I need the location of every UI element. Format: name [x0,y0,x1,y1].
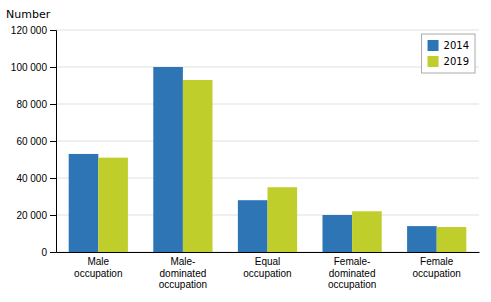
x-tick-label-line: Female- [334,256,371,267]
y-tick-label: 80 000 [16,99,47,110]
bar [437,227,467,252]
x-tick: Male-dominatedoccupation [159,252,207,290]
y-tick: 120 000 [11,25,56,36]
x-axis: MaleoccupationMale-dominatedoccupationEq… [57,252,480,290]
bar [268,187,298,252]
y-tick-label: 20 000 [16,210,47,221]
y-tick-label: 100 000 [11,62,48,73]
x-tick-label-line: Female [420,256,454,267]
bar-series [69,67,437,252]
y-tick: 60 000 [16,136,56,147]
x-tick-label-line: Male- [170,256,195,267]
x-tick-label: Male-dominatedoccupation [159,256,207,290]
x-tick: Equaloccupation [243,252,291,279]
y-tick-mark [50,178,56,179]
y-axis-line [50,31,57,253]
bar [98,158,128,252]
bars [69,67,467,252]
y-tick-mark [50,215,56,216]
y-tick-label: 0 [41,247,47,258]
grid-line [56,67,479,68]
x-tick: Femaleoccupation [413,252,461,279]
x-tick: Female-dominatedoccupation [328,252,376,290]
x-tick: Maleoccupation [74,252,122,279]
chart: 0 20 000 40 000 60 000 80 000 100 000 120 000 M… [0,0,491,302]
grid-line [56,30,479,31]
bar [352,211,382,252]
x-tick-label: Female-dominatedoccupation [328,256,376,290]
y-tick: 40 000 [16,173,56,184]
y-tick: 80 000 [16,99,56,110]
y-tick-mark [50,252,56,253]
y-tick-label: 40 000 [16,173,47,184]
x-tick-label-line: occupation [243,268,291,279]
legend-swatch [428,56,439,67]
x-tick-label-line: dominated [160,268,207,279]
y-axis-title: Number [6,8,51,21]
x-tick-label-line: Equal [255,256,281,267]
y-tick-mark [50,67,56,68]
y-tick-mark [50,141,56,142]
x-tick-label-line: occupation [328,279,376,290]
y-axis: 0 20 000 40 000 60 000 80 000 100 000 120 000 [11,25,57,258]
y-tick: 20 000 [16,210,56,221]
bar [183,80,213,252]
x-tick-label: Femaleoccupation [413,256,461,279]
legend-label: 2014 [444,40,469,51]
legend-item: 2014 [428,40,469,51]
plot: 0 20 000 40 000 60 000 80 000 100 000 120 000 M… [11,25,480,290]
x-tick-label-line: dominated [329,268,376,279]
x-tick-label: Maleoccupation [74,256,122,279]
x-tick-label-line: occupation [413,268,461,279]
legend: 2014 2019 [422,34,475,73]
grid [56,30,479,252]
x-axis-line [57,252,480,253]
bar [69,154,99,252]
legend-item: 2019 [428,56,469,67]
legend-swatch [428,40,439,51]
x-tick-label: Equaloccupation [243,256,291,279]
x-tick-label-line: occupation [74,268,122,279]
y-tick-mark [50,104,56,105]
legend-label: 2019 [444,56,469,67]
y-tick: 100 000 [11,62,56,73]
bar [407,226,437,252]
x-tick-label-line: Male [87,256,109,267]
x-tick-label-line: occupation [159,279,207,290]
bar [153,67,183,252]
y-tick: 0 [41,247,56,258]
bar [322,215,352,252]
y-tick-label: 120 000 [11,25,48,36]
grid-line [56,104,479,105]
y-tick-label: 60 000 [16,136,47,147]
bar-series [98,80,466,252]
bar [238,200,268,252]
grid-line [56,141,479,142]
legend-frame [422,34,475,73]
y-tick-mark [50,30,56,31]
